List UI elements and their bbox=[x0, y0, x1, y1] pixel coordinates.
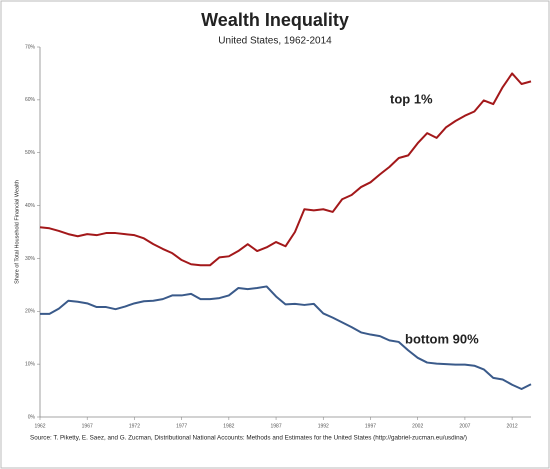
x-tick-label: 1977 bbox=[176, 423, 187, 429]
x-tick-label: 1982 bbox=[223, 423, 234, 429]
x-tick-label: 1992 bbox=[318, 423, 329, 429]
y-tick-label: 0% bbox=[28, 414, 36, 420]
line-series bbox=[40, 285, 532, 390]
series-label: bottom 90% bbox=[405, 331, 479, 346]
series-label: top 1% bbox=[390, 91, 433, 106]
x-tick-label: 1987 bbox=[270, 423, 281, 429]
y-tick-label: 60% bbox=[25, 97, 36, 103]
chart-title: Wealth Inequality bbox=[201, 10, 349, 30]
x-tick-label: 1997 bbox=[365, 423, 376, 429]
x-tick-label: 2012 bbox=[507, 423, 518, 429]
x-tick-label: 1967 bbox=[82, 423, 93, 429]
x-tick-label: 1972 bbox=[129, 423, 140, 429]
x-tick-label: 2002 bbox=[412, 423, 423, 429]
y-tick-label: 70% bbox=[25, 44, 36, 50]
y-tick-label: 40% bbox=[25, 203, 36, 209]
y-axis-label: Share of Total Household Financial Wealt… bbox=[14, 180, 20, 284]
chart-subtitle: United States, 1962-2014 bbox=[218, 36, 332, 47]
x-tick-label: 2007 bbox=[459, 423, 470, 429]
line-series bbox=[39, 72, 532, 267]
source-note: Source: T. Piketty, E. Saez, and G. Zucm… bbox=[30, 435, 467, 442]
y-tick-label: 30% bbox=[25, 256, 36, 262]
y-tick-label: 20% bbox=[25, 309, 36, 315]
x-tick-label: 1962 bbox=[34, 423, 45, 429]
y-tick-label: 10% bbox=[25, 361, 36, 367]
y-tick-label: 50% bbox=[25, 150, 36, 156]
